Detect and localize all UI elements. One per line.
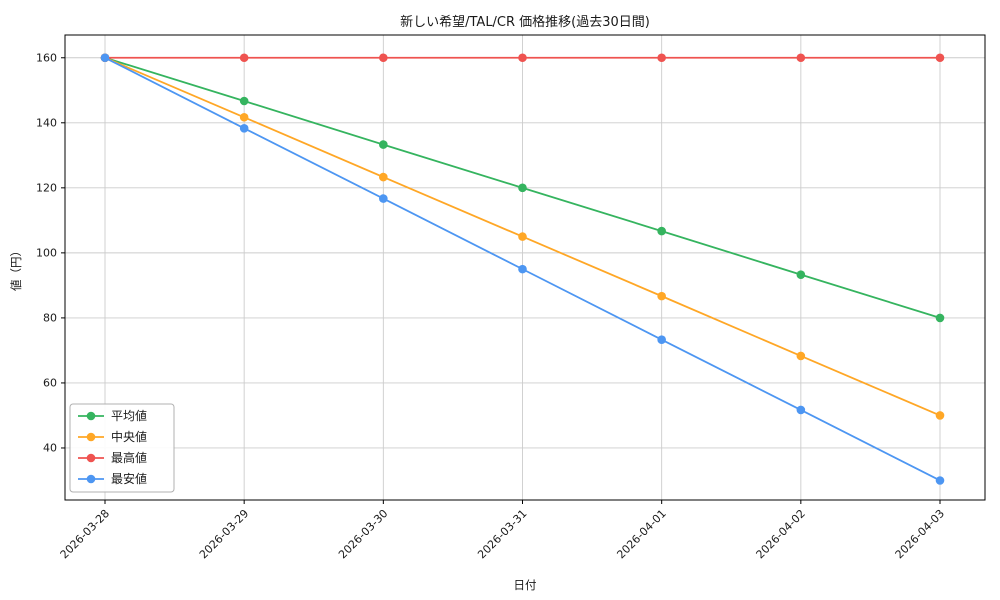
- series-max-marker: [379, 53, 388, 63]
- x-axis-label: 日付: [513, 578, 537, 592]
- series-average-marker: [518, 183, 527, 193]
- legend-marker-max: [86, 453, 96, 463]
- y-tick-label: 120: [36, 181, 57, 194]
- series-min-marker: [935, 476, 945, 485]
- series-max-marker: [239, 53, 249, 63]
- legend-label-average: 平均値: [111, 408, 147, 423]
- series-average-marker: [657, 226, 666, 236]
- series-min-marker: [518, 264, 527, 274]
- series-average-marker: [239, 96, 249, 106]
- x-tick-labels: 2026-03-28 2026-03-29 2026-03-30 2026-03-31…: [58, 507, 947, 561]
- series-average-marker: [935, 313, 945, 323]
- series-min-marker: [100, 53, 110, 63]
- series-median-marker: [657, 291, 666, 301]
- axes-box: [64, 34, 986, 501]
- x-tick-label: 2026-03-29: [197, 507, 251, 561]
- tick-marks: [61, 57, 941, 504]
- series-min: [100, 53, 945, 485]
- y-tick-label: 100: [36, 246, 57, 259]
- series-average: [100, 53, 945, 323]
- series-max-marker: [796, 53, 806, 63]
- x-tick-label: 2026-03-31: [475, 507, 529, 561]
- y-tick-label: 140: [36, 116, 57, 129]
- series-min-marker: [239, 124, 249, 133]
- chart-title: 新しい希望/TAL/CR 価格推移(過去30日間): [400, 15, 650, 30]
- x-tick-label: 2026-04-01: [614, 507, 668, 561]
- series-median: [100, 53, 945, 420]
- series-min-marker: [379, 194, 388, 203]
- series-average-marker: [796, 270, 806, 279]
- series-max: [100, 53, 945, 63]
- legend-marker-average: [86, 411, 96, 421]
- series-max-marker: [518, 53, 527, 63]
- y-tick-label: 80: [43, 311, 57, 324]
- legend-box: [69, 403, 175, 493]
- x-tick-label: 2026-04-03: [893, 507, 947, 561]
- y-tick-labels: 40 60 80 100 120 140 160: [36, 51, 57, 454]
- y-tick-label: 60: [43, 376, 57, 389]
- series-max-marker: [935, 53, 945, 63]
- series-min-marker: [796, 405, 806, 415]
- y-tick-label: 160: [36, 51, 57, 64]
- series-median-marker: [379, 172, 388, 182]
- x-tick-label: 2026-03-28: [58, 507, 112, 561]
- y-tick-label: 40: [43, 441, 57, 454]
- series-average-marker: [379, 140, 388, 149]
- legend-label-min: 最安値: [111, 471, 147, 486]
- legend-label-max: 最高値: [111, 450, 147, 465]
- legend-label-median: 中央値: [111, 429, 147, 444]
- series-min-marker: [657, 335, 666, 344]
- series-median-marker: [796, 351, 806, 361]
- series-median-marker: [935, 411, 945, 420]
- series-median-marker: [518, 232, 527, 241]
- x-tick-label: 2026-03-30: [336, 507, 390, 561]
- series-max-marker: [657, 53, 666, 63]
- legend-marker-median: [86, 432, 96, 442]
- series-median-marker: [239, 112, 249, 122]
- x-tick-label: 2026-04-02: [754, 507, 808, 561]
- legend-marker-min: [86, 474, 96, 484]
